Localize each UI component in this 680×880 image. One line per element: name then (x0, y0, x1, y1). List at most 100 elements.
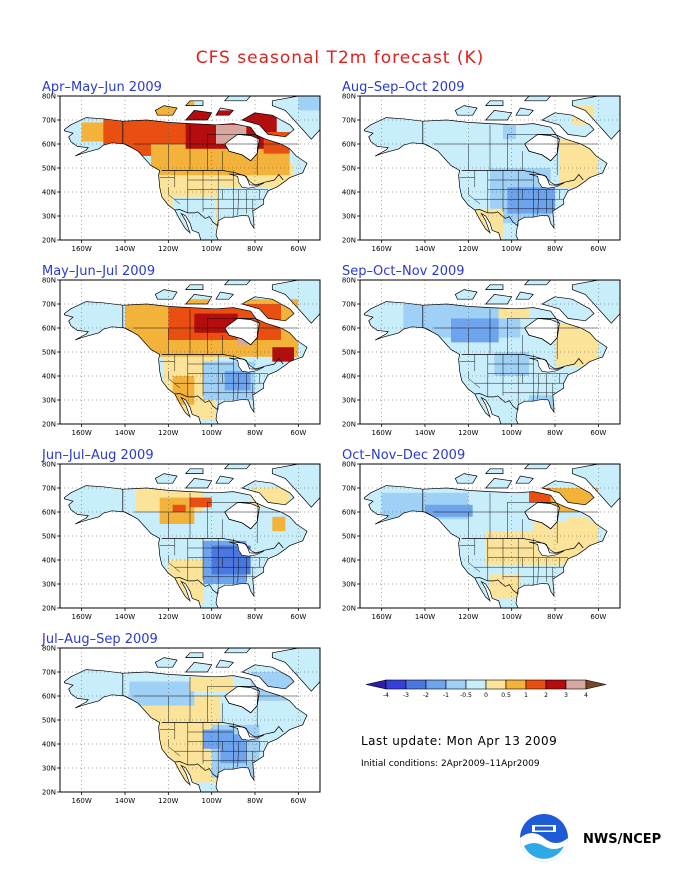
lat-tick-label: 50N (342, 165, 356, 173)
lat-tick-label: 30N (342, 581, 356, 589)
lat-tick-label: 50N (42, 717, 56, 725)
lat-tick-label: 60N (42, 141, 56, 149)
lon-tick-label: 80W (547, 245, 563, 253)
lon-tick-label: 120W (158, 429, 178, 437)
lat-tick-label: 50N (342, 533, 356, 541)
lat-tick-label: 40N (42, 557, 56, 565)
lon-tick-label: 100W (502, 245, 522, 253)
map-panel-mjj: May–Jun–Jul 2009 80N 70N 60N 50N 40N 30N 20N 16… (42, 264, 342, 454)
lat-tick-label: 70N (42, 669, 56, 677)
lat-tick-label: 70N (42, 301, 56, 309)
lat-tick-label: 20N (42, 789, 56, 797)
lon-tick-label: 60W (290, 797, 306, 805)
legend-label: 1 (524, 692, 528, 699)
lon-tick-label: 140W (115, 797, 135, 805)
lat-tick-label: 50N (42, 349, 56, 357)
lon-tick-label: 60W (590, 613, 606, 621)
lat-tick-label: 20N (342, 421, 356, 429)
lat-tick-label: 70N (42, 117, 56, 125)
lon-tick-label: 60W (290, 429, 306, 437)
lon-tick-label: 140W (115, 613, 135, 621)
lat-tick-label: 70N (342, 485, 356, 493)
legend-label: 3 (564, 692, 568, 699)
anomaly-map: 80N 70N 60N 50N 40N 30N 20N 160W 140W 120W 100W 80W… (42, 93, 321, 253)
lat-tick-label: 60N (342, 509, 356, 517)
lon-tick-label: 100W (202, 245, 222, 253)
lon-tick-label: 100W (202, 613, 222, 621)
lon-tick-label: 80W (247, 245, 263, 253)
lat-tick-label: 80N (342, 461, 356, 469)
legend-swatch (365, 679, 387, 690)
lon-tick-label: 160W (372, 613, 392, 621)
lat-tick-label: 50N (42, 165, 56, 173)
last-update-text: Last update: Mon Apr 13 2009 (361, 734, 558, 748)
lat-tick-label: 50N (342, 349, 356, 357)
legend-label: -1 (443, 692, 449, 699)
lat-tick-label: 40N (342, 557, 356, 565)
lat-tick-label: 60N (42, 509, 56, 517)
legend-label: 0.5 (501, 692, 511, 699)
anomaly-map: 80N 70N 60N 50N 40N 30N 20N 160W 140W 120W 100W 80W… (342, 93, 621, 253)
legend-swatch (485, 679, 507, 690)
organization-label: NWS/NCEP (583, 832, 662, 847)
map-panel-ond: Oct–Nov–Dec 2009 80N 70N 60N 50N 40N 30N 20N 16… (342, 448, 642, 638)
lat-tick-label: 80N (342, 93, 356, 101)
anomaly-map: 80N 70N 60N 50N 40N 30N 20N 160W 140W 120W 100W 80W… (42, 461, 321, 621)
lat-tick-label: 60N (342, 325, 356, 333)
anomaly-map: 80N 70N 60N 50N 40N 30N 20N 160W 140W 120W 100W 80W… (342, 461, 621, 621)
legend-swatch (565, 679, 587, 690)
legend-label: 4 (584, 692, 588, 699)
map-panel-amj: Apr–May–Jun 2009 80N 70N 60N 50N 40N 30N 20N 16… (42, 80, 342, 270)
lat-tick-label: 30N (42, 765, 56, 773)
lon-tick-label: 160W (72, 797, 92, 805)
lat-tick-label: 20N (42, 605, 56, 613)
lat-tick-label: 60N (42, 325, 56, 333)
initial-conditions-text: Initial conditions: 2Apr2009–11Apr2009 (361, 759, 540, 769)
lat-tick-label: 80N (42, 277, 56, 285)
page-title: CFS seasonal T2m forecast (K) (195, 48, 485, 68)
anomaly-map: 80N 70N 60N 50N 40N 30N 20N 160W 140W 120W 100W 80W… (342, 277, 621, 437)
lon-tick-label: 80W (247, 613, 263, 621)
lon-tick-label: 100W (202, 429, 222, 437)
legend-swatch (545, 679, 567, 690)
legend-swatch (525, 679, 547, 690)
lon-tick-label: 100W (502, 613, 522, 621)
legend-swatch (505, 679, 527, 690)
lon-tick-label: 160W (72, 245, 92, 253)
lon-tick-label: 120W (458, 613, 478, 621)
lat-tick-label: 80N (342, 277, 356, 285)
lat-tick-label: 30N (342, 213, 356, 221)
panel-title: Aug–Sep–Oct 2009 (342, 80, 465, 95)
legend-label: -4 (383, 692, 389, 699)
lon-tick-label: 120W (458, 429, 478, 437)
lat-tick-label: 20N (42, 421, 56, 429)
lon-tick-label: 140W (415, 613, 435, 621)
lat-tick-label: 40N (42, 189, 56, 197)
legend-swatch (465, 679, 487, 690)
panel-title: Apr–May–Jun 2009 (42, 80, 162, 95)
lat-tick-label: 80N (42, 93, 56, 101)
lon-tick-label: 120W (458, 245, 478, 253)
lat-tick-label: 60N (42, 693, 56, 701)
lon-tick-label: 160W (372, 245, 392, 253)
lat-tick-label: 50N (42, 533, 56, 541)
legend-label: -3 (403, 692, 409, 699)
panel-title: Jul–Aug–Sep 2009 (42, 632, 158, 647)
lat-tick-label: 80N (42, 461, 56, 469)
lon-tick-label: 60W (290, 613, 306, 621)
lon-tick-label: 140W (115, 429, 135, 437)
map-panel-aso: Aug–Sep–Oct 2009 80N 70N 60N 50N 40N 30N 20N 16… (342, 80, 642, 270)
lon-tick-label: 120W (158, 613, 178, 621)
legend-swatch (445, 679, 467, 690)
lat-tick-label: 70N (342, 301, 356, 309)
lon-tick-label: 60W (590, 429, 606, 437)
panel-title: May–Jun–Jul 2009 (42, 264, 156, 279)
lon-tick-label: 80W (247, 429, 263, 437)
lat-tick-label: 40N (42, 741, 56, 749)
panel-title: Oct–Nov–Dec 2009 (342, 448, 466, 463)
lat-tick-label: 40N (342, 189, 356, 197)
lat-tick-label: 70N (342, 117, 356, 125)
lon-tick-label: 140W (415, 429, 435, 437)
lat-tick-label: 30N (42, 397, 56, 405)
lon-tick-label: 120W (158, 245, 178, 253)
